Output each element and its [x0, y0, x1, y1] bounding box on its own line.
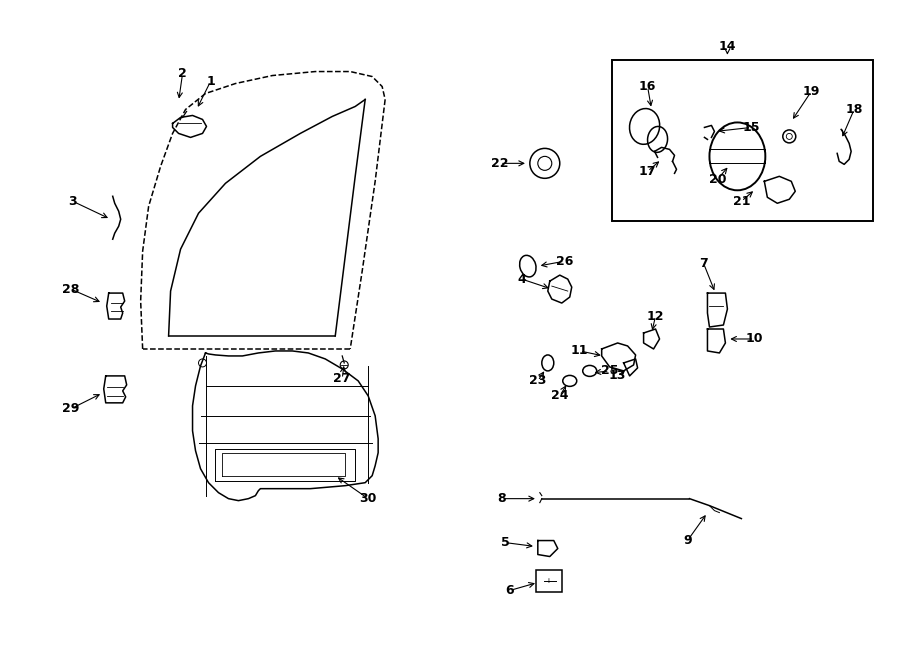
Text: 29: 29 [62, 403, 79, 415]
Text: 27: 27 [334, 372, 351, 385]
Text: 28: 28 [62, 283, 79, 295]
Text: 19: 19 [803, 85, 820, 98]
Bar [536, 570, 562, 592]
Text: 11: 11 [571, 344, 589, 358]
Text: 8: 8 [498, 492, 506, 505]
Text: 24: 24 [551, 389, 569, 403]
Text: 7: 7 [699, 256, 707, 270]
Text: 14: 14 [719, 40, 736, 53]
Text: 12: 12 [647, 309, 664, 323]
Text: i: i [548, 578, 550, 584]
Text: 2: 2 [178, 67, 187, 80]
Text: 5: 5 [500, 536, 509, 549]
Text: 17: 17 [639, 165, 656, 178]
Text: 3: 3 [68, 195, 77, 208]
Text: 30: 30 [359, 492, 377, 505]
Text: 23: 23 [529, 374, 546, 387]
Text: 22: 22 [491, 157, 508, 170]
Text: 6: 6 [506, 584, 514, 597]
Text: 1: 1 [206, 75, 215, 88]
Text: 20: 20 [708, 173, 726, 186]
Bar [612, 59, 873, 221]
Text: 26: 26 [556, 254, 573, 268]
Text: 21: 21 [733, 195, 750, 208]
Text: 13: 13 [609, 369, 626, 383]
Text: 18: 18 [845, 103, 863, 116]
Text: 4: 4 [518, 272, 526, 286]
Text: 25: 25 [601, 364, 618, 377]
Text: 9: 9 [683, 534, 692, 547]
Text: 16: 16 [639, 80, 656, 93]
Text: 10: 10 [745, 332, 763, 346]
Text: 15: 15 [742, 121, 760, 134]
